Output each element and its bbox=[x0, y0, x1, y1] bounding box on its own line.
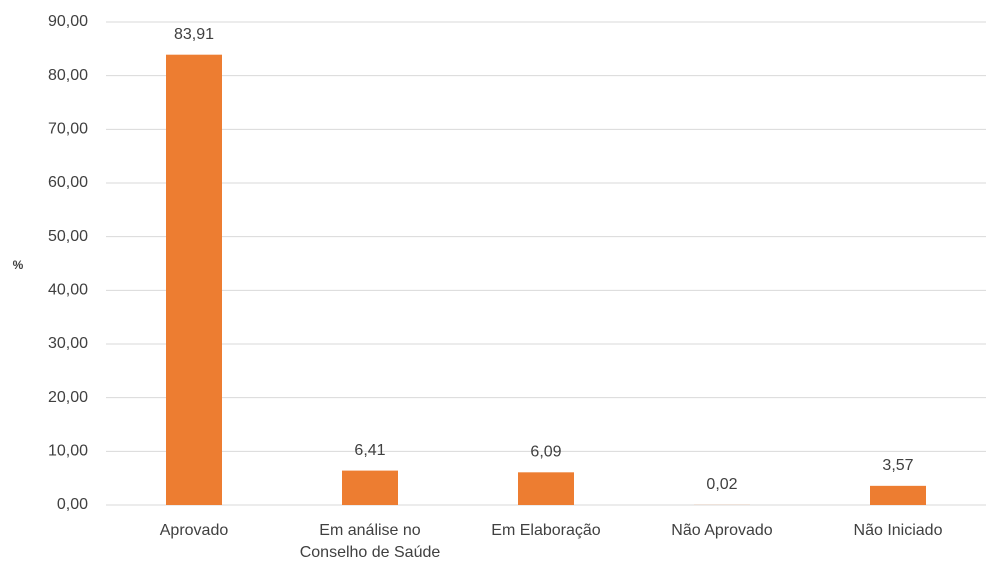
y-tick-label: 80,00 bbox=[48, 67, 88, 84]
y-tick-label: 70,00 bbox=[48, 121, 88, 138]
y-tick-label: 30,00 bbox=[48, 335, 88, 352]
y-tick-label: 20,00 bbox=[48, 389, 88, 406]
y-tick-label: 50,00 bbox=[48, 228, 88, 245]
y-tick-label: 0,00 bbox=[57, 496, 88, 513]
x-tick-label: Em análise no Conselho de Saúde bbox=[299, 522, 441, 561]
y-tick-label: 40,00 bbox=[48, 282, 88, 299]
x-tick-label: Não Aprovado bbox=[671, 522, 773, 539]
bar bbox=[166, 54, 222, 506]
value-label: 0,02 bbox=[706, 476, 737, 493]
value-label: 83,91 bbox=[174, 26, 214, 43]
x-tick-label: Em Elaboração bbox=[491, 522, 601, 539]
bar bbox=[342, 470, 398, 505]
value-label: 6,09 bbox=[530, 444, 561, 461]
value-label: 6,41 bbox=[354, 442, 385, 459]
value-label: 3,57 bbox=[882, 457, 913, 474]
y-tick-label: 90,00 bbox=[48, 13, 88, 30]
x-tick-label: Aprovado bbox=[159, 522, 229, 539]
y-tick-label: 10,00 bbox=[48, 443, 88, 460]
bar bbox=[870, 485, 926, 505]
y-axis-label: % bbox=[13, 258, 24, 272]
y-tick-label: 60,00 bbox=[48, 174, 88, 191]
bar bbox=[518, 472, 574, 505]
x-tick-label: Não Iniciado bbox=[853, 522, 943, 539]
